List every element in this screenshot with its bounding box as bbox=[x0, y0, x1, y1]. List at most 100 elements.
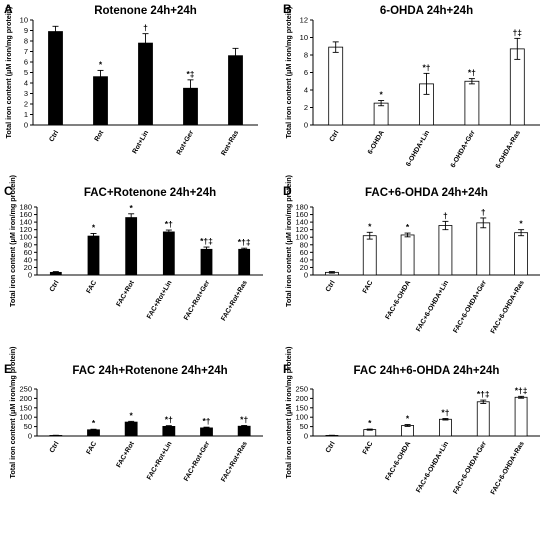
x-tick-label: 6-OHDA bbox=[367, 129, 386, 155]
x-tick-label: 6-OHDA+Ras bbox=[495, 129, 522, 169]
bar bbox=[401, 425, 414, 437]
x-tick-label: FAC bbox=[362, 440, 375, 455]
significance-mark: * bbox=[379, 90, 383, 100]
y-tick-label: 160 bbox=[295, 210, 308, 219]
bar bbox=[514, 232, 528, 276]
y-tick-label: 9 bbox=[24, 26, 28, 35]
bar bbox=[509, 48, 525, 126]
x-tick-label: FAC+6-OHDA+Ger bbox=[452, 279, 488, 334]
panel-letter: C bbox=[4, 184, 13, 198]
y-tick-label: 0 bbox=[28, 432, 32, 441]
y-axis-label: Total iron content (μM iron/mg protein) bbox=[4, 6, 13, 139]
x-tick-label: Ctrl bbox=[325, 440, 337, 454]
bar bbox=[464, 80, 480, 126]
x-tick-label: Rot bbox=[94, 129, 106, 143]
panel-letter: E bbox=[4, 362, 12, 376]
x-tick-label: Ctrl bbox=[49, 279, 61, 293]
bar bbox=[514, 396, 528, 437]
bar bbox=[228, 55, 243, 126]
y-tick-label: 120 bbox=[295, 225, 308, 234]
y-tick-label: 100 bbox=[295, 413, 308, 422]
y-tick-label: 120 bbox=[19, 225, 32, 234]
significance-mark: * bbox=[368, 418, 372, 428]
y-tick-label: 50 bbox=[24, 422, 32, 431]
panel-a: A Rotenone 24h+24h Total iron content (μM … bbox=[4, 2, 258, 157]
x-tick-label: FAC+6-OHDA bbox=[384, 440, 412, 481]
significance-mark: *† bbox=[165, 219, 173, 229]
y-tick-label: 180 bbox=[19, 203, 32, 212]
significance-mark: *†‡ bbox=[200, 236, 213, 246]
x-tick-label: FAC+Rot+Ger bbox=[183, 440, 212, 482]
y-tick-label: 80 bbox=[300, 240, 308, 249]
y-tick-label: 100 bbox=[19, 413, 32, 422]
significance-mark: † bbox=[143, 23, 148, 33]
bar bbox=[87, 235, 100, 276]
x-tick-label: Ctrl bbox=[49, 440, 61, 454]
bar bbox=[439, 418, 452, 437]
bar bbox=[162, 426, 176, 437]
x-tick-label: FAC+6-OHDA bbox=[384, 279, 412, 320]
y-tick-label: 20 bbox=[24, 263, 32, 272]
y-tick-label: 6 bbox=[304, 68, 308, 77]
y-axis-label: Total iron content (μM iron/mg protein) bbox=[8, 346, 17, 479]
y-tick-label: 0 bbox=[304, 432, 308, 441]
x-tick-label: Ctrl bbox=[325, 279, 337, 293]
bar bbox=[200, 427, 213, 437]
x-tick-label: FAC+Rot bbox=[115, 440, 136, 469]
significance-mark: *†‡ bbox=[238, 237, 251, 247]
y-tick-label: 40 bbox=[300, 255, 308, 264]
y-tick-label: 7 bbox=[24, 47, 28, 56]
y-tick-label: 5 bbox=[24, 68, 28, 77]
significance-mark: † bbox=[481, 207, 486, 217]
significance-mark: * bbox=[368, 221, 372, 231]
y-tick-label: 140 bbox=[295, 218, 308, 227]
significance-mark: *† bbox=[240, 414, 248, 424]
y-tick-label: 2 bbox=[304, 103, 308, 112]
y-tick-label: 4 bbox=[24, 79, 28, 88]
significance-mark: * bbox=[406, 222, 410, 232]
chart-title: FAC+Rotenone 24h+24h bbox=[84, 187, 216, 199]
y-tick-label: 0 bbox=[28, 271, 32, 280]
bar bbox=[125, 217, 138, 276]
x-tick-label: FAC+Rot+Lin bbox=[146, 280, 174, 321]
x-tick-label: FAC+6-OHDA+Ras bbox=[490, 279, 526, 335]
x-tick-label: FAC+6-OHDA+Ger bbox=[452, 440, 488, 495]
bar bbox=[238, 248, 251, 276]
y-axis-label: Total iron content (μM iron/mg protein) bbox=[284, 6, 293, 139]
y-tick-label: 200 bbox=[19, 394, 32, 403]
x-tick-label: FAC+6-OHDA+Ras bbox=[490, 440, 526, 496]
y-tick-label: 60 bbox=[24, 248, 32, 257]
bar bbox=[476, 401, 490, 437]
significance-mark: † bbox=[443, 210, 448, 220]
bar bbox=[93, 76, 108, 126]
y-tick-label: 160 bbox=[19, 210, 32, 219]
x-tick-label: Rot+Ras bbox=[220, 129, 240, 157]
x-tick-label: FAC+Rot+Ras bbox=[220, 279, 249, 322]
y-axis-label: Total iron content (μM iron/mg protein) bbox=[284, 174, 293, 307]
y-tick-label: 3 bbox=[24, 89, 28, 98]
panel-letter: B bbox=[283, 2, 292, 16]
x-tick-label: FAC+6-OHDA+Lin bbox=[415, 441, 450, 495]
y-tick-label: 150 bbox=[295, 403, 308, 412]
x-tick-label: FAC+Rot+Ger bbox=[183, 279, 212, 321]
panel-letter: D bbox=[283, 184, 292, 198]
y-tick-label: 80 bbox=[24, 240, 32, 249]
x-tick-label: Ctrl bbox=[329, 129, 341, 143]
bar bbox=[162, 231, 175, 276]
y-axis-label: Total iron content (μM iron/mg protein) bbox=[284, 346, 293, 479]
significance-mark: * bbox=[519, 219, 523, 229]
panel-f: F FAC 24h+6-OHDA 24h+24h Total iron conten… bbox=[283, 346, 540, 496]
y-tick-label: 0 bbox=[304, 121, 308, 130]
x-tick-label: FAC+Rot+Ras bbox=[220, 440, 249, 483]
panel-letter: A bbox=[4, 2, 13, 16]
significance-mark: *† bbox=[165, 415, 173, 425]
panel-b: B 6-OHDA 24h+24h Total iron content (μM ir… bbox=[283, 2, 540, 170]
bar bbox=[138, 42, 153, 126]
chart-title: FAC+6-OHDA 24h+24h bbox=[365, 187, 488, 199]
y-tick-label: 200 bbox=[295, 394, 308, 403]
y-tick-label: 60 bbox=[300, 248, 308, 257]
y-tick-label: 50 bbox=[300, 422, 308, 431]
y-tick-label: 250 bbox=[19, 385, 32, 394]
x-tick-label: FAC+Rot bbox=[115, 279, 136, 308]
